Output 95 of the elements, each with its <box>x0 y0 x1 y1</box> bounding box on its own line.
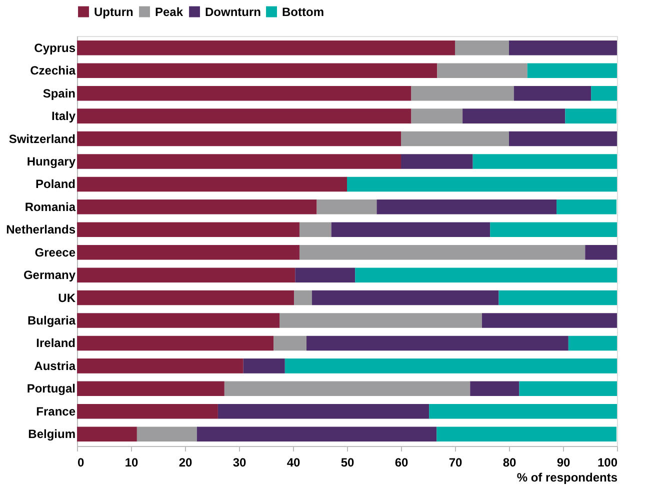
x-axis-title: % of respondents <box>516 470 618 484</box>
x-tick-label: 80 <box>502 456 516 470</box>
bar <box>299 244 586 260</box>
bar <box>77 313 280 328</box>
legend-label: Peak <box>155 4 184 19</box>
bar <box>294 290 312 306</box>
y-tick-label: Austria <box>34 358 76 373</box>
x-tick-label: 10 <box>124 456 138 470</box>
bar <box>514 86 592 101</box>
bar <box>411 86 514 101</box>
bar <box>556 200 616 214</box>
x-tick-label: 30 <box>232 456 246 470</box>
x-tick-label: 40 <box>286 456 300 470</box>
legend-label: Bottom <box>282 4 324 19</box>
y-tick-label: Portugal <box>26 382 76 396</box>
bar <box>77 290 294 306</box>
x-tick-label: 90 <box>556 456 570 470</box>
bar <box>429 404 617 419</box>
bar <box>77 268 296 282</box>
legend-label: Upturn <box>94 4 134 19</box>
bar <box>77 222 300 238</box>
bar <box>437 63 528 78</box>
x-tick-label: 50 <box>340 456 354 470</box>
bar <box>355 268 617 282</box>
y-tick-label: Netherlands <box>6 222 76 237</box>
bar <box>77 154 401 169</box>
bar <box>436 426 616 442</box>
bar <box>519 381 617 396</box>
y-tick-label: Ireland <box>36 336 76 350</box>
bar <box>218 404 430 419</box>
bar <box>411 108 463 124</box>
bar <box>509 40 617 56</box>
bar <box>312 290 499 306</box>
bar <box>568 336 617 351</box>
bar <box>77 176 347 192</box>
bar <box>77 426 137 442</box>
bar <box>347 176 617 192</box>
bar <box>243 358 285 374</box>
bar <box>401 154 473 169</box>
bar <box>77 244 300 260</box>
bar <box>77 40 455 56</box>
bar <box>77 381 224 396</box>
bar <box>509 131 617 146</box>
y-tick-label: Poland <box>35 177 76 192</box>
bar <box>77 131 401 146</box>
y-tick-label: UK <box>58 290 76 305</box>
bar <box>274 336 306 351</box>
bar <box>591 86 617 101</box>
bar <box>77 358 244 374</box>
x-tick-label: 20 <box>178 456 192 470</box>
bar <box>77 63 438 78</box>
y-tick-label: Czechia <box>30 64 76 78</box>
bar <box>77 404 218 419</box>
y-tick-label: Hungary <box>26 154 76 168</box>
bar <box>376 200 557 214</box>
bar <box>306 336 568 351</box>
bar <box>77 108 412 124</box>
bar <box>136 426 197 442</box>
y-tick-label: France <box>36 404 76 418</box>
bar <box>77 200 317 214</box>
y-tick-label: Germany <box>23 268 76 282</box>
bar <box>401 131 509 146</box>
y-tick-label: Romania <box>24 200 76 214</box>
bar <box>224 381 470 396</box>
y-tick-label: Spain <box>42 86 76 100</box>
bar <box>455 40 509 56</box>
bar <box>280 313 482 328</box>
bar <box>284 358 617 374</box>
y-tick-label: Belgium <box>28 427 76 442</box>
bar <box>498 290 617 306</box>
bar <box>462 108 566 124</box>
y-tick-label: Cyprus <box>34 40 76 55</box>
y-tick-label: Bulgaria <box>27 314 76 328</box>
bar <box>585 244 617 260</box>
x-tick-label: 100 <box>597 456 618 470</box>
bar <box>196 426 437 442</box>
y-tick-label: Italy <box>51 109 76 124</box>
bar <box>482 313 617 328</box>
bar <box>299 222 332 238</box>
bar <box>295 268 356 282</box>
bar <box>472 154 617 169</box>
bar <box>490 222 617 238</box>
x-tick-label: 70 <box>448 456 462 470</box>
bar <box>331 222 490 238</box>
legend-label: Downturn <box>205 4 261 19</box>
bar <box>77 86 412 101</box>
x-tick-label: 60 <box>394 456 408 470</box>
y-tick-label: Switzerland <box>8 132 76 146</box>
bar <box>77 336 274 351</box>
bar <box>316 200 377 214</box>
bar <box>565 108 616 124</box>
y-tick-label: Greece <box>34 245 76 260</box>
bar <box>470 381 520 396</box>
x-tick-label: 0 <box>78 456 84 470</box>
bar <box>527 63 617 78</box>
